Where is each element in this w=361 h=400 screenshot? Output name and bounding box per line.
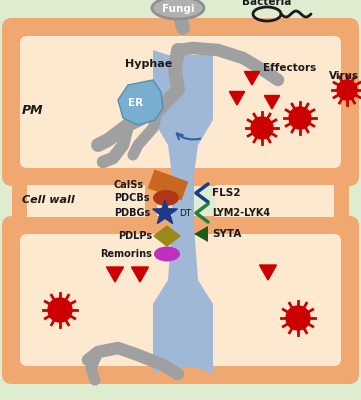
Text: Fungi: Fungi bbox=[162, 4, 194, 14]
FancyBboxPatch shape bbox=[20, 36, 341, 168]
Polygon shape bbox=[106, 267, 123, 282]
Text: Cell wall: Cell wall bbox=[22, 195, 75, 205]
Bar bbox=[215, 185, 334, 217]
Bar bbox=[172, 175, 194, 227]
FancyBboxPatch shape bbox=[2, 18, 359, 186]
Ellipse shape bbox=[153, 190, 179, 206]
Polygon shape bbox=[229, 92, 245, 105]
Circle shape bbox=[286, 306, 310, 330]
FancyBboxPatch shape bbox=[20, 234, 341, 366]
Circle shape bbox=[251, 117, 273, 139]
Polygon shape bbox=[260, 265, 277, 280]
Text: FLS2: FLS2 bbox=[212, 188, 240, 198]
Text: Remorins: Remorins bbox=[100, 249, 152, 259]
Polygon shape bbox=[153, 200, 177, 224]
Text: ER: ER bbox=[129, 98, 144, 108]
Polygon shape bbox=[244, 72, 260, 85]
Polygon shape bbox=[153, 50, 213, 175]
Circle shape bbox=[337, 80, 357, 100]
Circle shape bbox=[48, 298, 72, 322]
Text: LYM2-LYK4: LYM2-LYK4 bbox=[212, 208, 270, 218]
Text: Bacteria: Bacteria bbox=[242, 0, 292, 7]
Text: PDLPs: PDLPs bbox=[118, 231, 152, 241]
Text: Hyphae: Hyphae bbox=[125, 59, 172, 69]
Text: PM: PM bbox=[22, 104, 44, 116]
Bar bbox=[27, 185, 145, 217]
Circle shape bbox=[289, 107, 311, 129]
Text: PDCBs: PDCBs bbox=[114, 193, 150, 203]
Text: Effectors: Effectors bbox=[263, 63, 316, 73]
Polygon shape bbox=[194, 226, 208, 242]
Polygon shape bbox=[118, 80, 163, 125]
Text: PDBGs: PDBGs bbox=[114, 208, 150, 218]
Polygon shape bbox=[148, 170, 188, 200]
Bar bbox=[215, 176, 349, 226]
Polygon shape bbox=[264, 96, 280, 109]
Polygon shape bbox=[154, 226, 180, 246]
FancyBboxPatch shape bbox=[2, 216, 359, 384]
Ellipse shape bbox=[152, 0, 204, 19]
Text: CalSs: CalSs bbox=[114, 180, 144, 190]
Ellipse shape bbox=[154, 246, 180, 262]
Text: DT: DT bbox=[179, 208, 191, 218]
Bar bbox=[12, 176, 157, 226]
Polygon shape bbox=[131, 267, 148, 282]
Text: Virus: Virus bbox=[329, 71, 359, 81]
Text: SYTA: SYTA bbox=[212, 229, 242, 239]
Polygon shape bbox=[153, 227, 213, 374]
